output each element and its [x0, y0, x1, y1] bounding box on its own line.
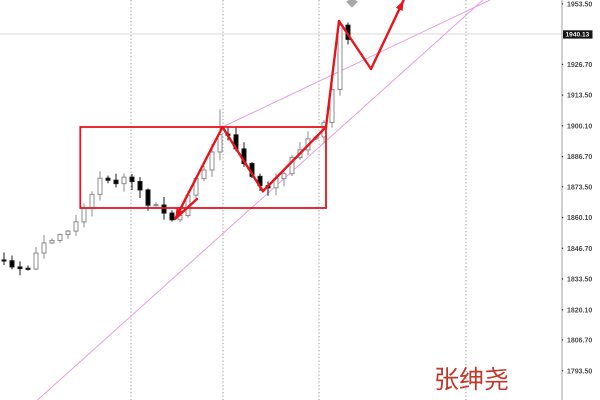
svg-text:1820.10: 1820.10 — [567, 307, 592, 314]
svg-text:1953.50: 1953.50 — [567, 2, 592, 9]
svg-text:1900.10: 1900.10 — [567, 123, 592, 130]
svg-text:1940.13: 1940.13 — [566, 32, 590, 39]
svg-text:1913.50: 1913.50 — [567, 93, 592, 100]
svg-text:1846.70: 1846.70 — [567, 246, 592, 253]
svg-text:1806.70: 1806.70 — [567, 338, 592, 345]
svg-text:1793.50: 1793.50 — [567, 368, 592, 375]
svg-text:张绅尧: 张绅尧 — [434, 366, 509, 394]
svg-text:1860.10: 1860.10 — [567, 215, 592, 222]
svg-text:1926.70: 1926.70 — [567, 62, 592, 69]
svg-text:1873.50: 1873.50 — [567, 184, 592, 191]
svg-text:1886.70: 1886.70 — [567, 154, 592, 161]
svg-text:1833.50: 1833.50 — [567, 277, 592, 284]
